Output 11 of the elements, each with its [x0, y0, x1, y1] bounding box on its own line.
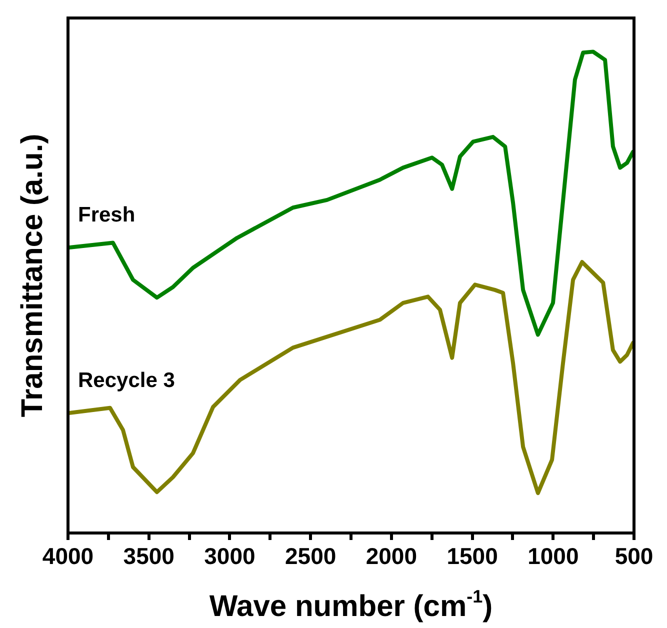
x-tick-label: 2000: [366, 543, 418, 570]
x-tick-label: 500: [614, 543, 654, 570]
series-label: Recycle 3: [78, 369, 175, 392]
x-tick-label: 1000: [528, 543, 579, 570]
x-tick-label: 1500: [446, 543, 498, 570]
x-tick-label: 3000: [204, 543, 256, 570]
series-label: Fresh: [78, 204, 136, 227]
x-tick-label: 4000: [42, 543, 94, 570]
x-tick-label: 2500: [284, 543, 336, 570]
y-axis-title: Transmittance (a.u.): [16, 134, 49, 418]
x-tick-label: 3500: [123, 543, 174, 570]
